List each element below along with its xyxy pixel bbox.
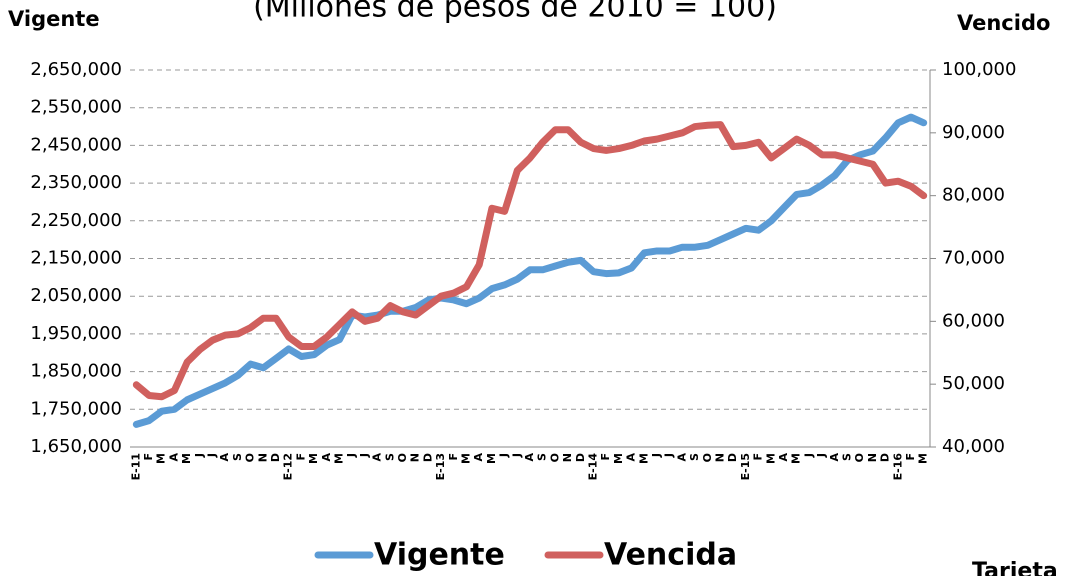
x-tick-label: E-15 bbox=[739, 453, 752, 480]
chart-title: (Millones de pesos de 2010 = 100) bbox=[253, 0, 777, 25]
y2-tick-label: 50,000 bbox=[942, 373, 1005, 394]
x-tick-label: M bbox=[333, 453, 346, 464]
x-tick-label: J bbox=[650, 453, 663, 458]
x-tick-label: M bbox=[307, 453, 320, 464]
x-tick-label: J bbox=[498, 453, 511, 458]
x-tick-label: M bbox=[612, 453, 625, 464]
y2-tick-label: 40,000 bbox=[942, 436, 1005, 457]
x-tick-label: S bbox=[383, 453, 396, 461]
series-line bbox=[132, 113, 928, 428]
x-tick-label: M bbox=[180, 453, 193, 464]
y-tick-label: 1,650,000 bbox=[30, 436, 122, 457]
x-tick-label: E-12 bbox=[282, 453, 295, 480]
x-tick-label: A bbox=[828, 453, 841, 462]
x-tick-label: N bbox=[713, 453, 726, 462]
x-tick-label: A bbox=[320, 453, 333, 462]
x-tick-label: A bbox=[777, 453, 790, 462]
x-tick-label: E-16 bbox=[891, 453, 904, 481]
x-tick-label: A bbox=[675, 453, 688, 462]
x-tick-label: E-13 bbox=[434, 453, 447, 480]
x-tick-label: D bbox=[879, 453, 892, 462]
x-tick-label: D bbox=[269, 453, 282, 462]
footer-text: Tarjeta bbox=[972, 559, 1058, 576]
x-tick-label: M bbox=[637, 453, 650, 464]
y-tick-label: 2,150,000 bbox=[30, 248, 122, 269]
y-tick-label: 2,250,000 bbox=[30, 210, 122, 231]
y-axis-title: Vigente bbox=[8, 7, 100, 31]
x-tick-label: A bbox=[371, 453, 384, 462]
legend-label: Vigente bbox=[374, 538, 505, 573]
y2-tick-label: 90,000 bbox=[942, 122, 1005, 143]
y-tick-label: 2,650,000 bbox=[30, 59, 122, 80]
x-tick-label: F bbox=[752, 453, 765, 461]
x-tick-label: M bbox=[485, 453, 498, 464]
x-tick-label: J bbox=[193, 453, 206, 458]
x-tick-label: J bbox=[510, 453, 523, 458]
x-tick-label: M bbox=[790, 453, 803, 464]
x-tick-label: J bbox=[345, 453, 358, 458]
x-tick-label: A bbox=[472, 453, 485, 462]
y-tick-label: 2,450,000 bbox=[30, 134, 122, 155]
x-tick-label: O bbox=[853, 453, 866, 462]
x-tick-label: D bbox=[574, 453, 587, 462]
x-tick-label: F bbox=[142, 453, 155, 461]
x-tick-label: M bbox=[155, 453, 168, 464]
x-tick-label: S bbox=[840, 453, 853, 461]
series-line bbox=[132, 121, 928, 401]
x-tick-label: J bbox=[206, 453, 219, 458]
x-tick-label: A bbox=[218, 453, 231, 462]
x-tick-label: F bbox=[447, 453, 460, 461]
x-tick-label: F bbox=[599, 453, 612, 461]
x-tick-label: O bbox=[244, 453, 257, 462]
x-tick-label: N bbox=[561, 453, 574, 462]
y-tick-label: 1,950,000 bbox=[30, 323, 122, 344]
x-tick-label: N bbox=[866, 453, 879, 462]
x-tick-label: J bbox=[663, 453, 676, 458]
y2-axis-title: Vencido bbox=[957, 11, 1050, 35]
x-tick-label: D bbox=[421, 453, 434, 462]
x-tick-label: N bbox=[256, 453, 269, 462]
x-tick-label: O bbox=[396, 453, 409, 462]
x-tick-label: A bbox=[625, 453, 638, 462]
y-tick-label: 1,850,000 bbox=[30, 361, 122, 382]
x-tick-label: M bbox=[917, 453, 930, 464]
x-tick-label: J bbox=[358, 453, 371, 458]
x-tick-label: J bbox=[802, 453, 815, 458]
x-tick-label: J bbox=[815, 453, 828, 458]
x-tick-label: E-11 bbox=[129, 453, 142, 480]
y-tick-label: 2,550,000 bbox=[30, 97, 122, 118]
x-tick-label: M bbox=[764, 453, 777, 464]
x-tick-label: S bbox=[231, 453, 244, 461]
y2-tick-label: 60,000 bbox=[942, 310, 1005, 331]
y-tick-label: 2,350,000 bbox=[30, 172, 122, 193]
y2-tick-label: 100,000 bbox=[942, 59, 1016, 80]
x-tick-label: F bbox=[294, 453, 307, 461]
x-tick-label: O bbox=[548, 453, 561, 462]
x-tick-label: M bbox=[460, 453, 473, 464]
y2-tick-label: 80,000 bbox=[942, 185, 1005, 206]
y-tick-label: 1,750,000 bbox=[30, 398, 122, 419]
y-tick-label: 2,050,000 bbox=[30, 285, 122, 306]
x-tick-label: N bbox=[409, 453, 422, 462]
x-tick-label: E-14 bbox=[586, 453, 599, 481]
x-tick-label: S bbox=[688, 453, 701, 461]
x-tick-label: F bbox=[904, 453, 917, 461]
x-tick-label: O bbox=[701, 453, 714, 462]
legend-label: Vencida bbox=[604, 538, 737, 573]
x-tick-label: A bbox=[167, 453, 180, 462]
y2-tick-label: 70,000 bbox=[942, 248, 1005, 269]
x-tick-label: A bbox=[523, 453, 536, 462]
x-tick-label: D bbox=[726, 453, 739, 462]
x-tick-label: S bbox=[536, 453, 549, 461]
